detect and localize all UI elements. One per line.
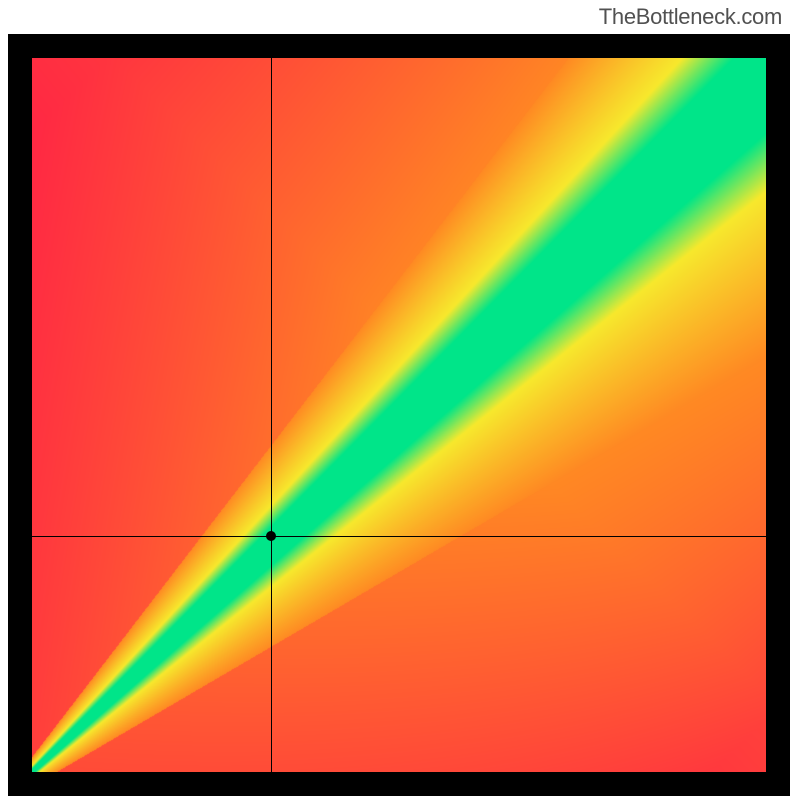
crosshair-horizontal: [32, 536, 766, 537]
plot-area: [32, 58, 766, 772]
heatmap-canvas: [32, 58, 766, 772]
marker-dot: [266, 531, 276, 541]
attribution-text: TheBottleneck.com: [599, 4, 782, 30]
chart-container: TheBottleneck.com: [0, 0, 800, 800]
crosshair-vertical: [271, 58, 272, 772]
chart-outer-frame: [8, 34, 790, 796]
